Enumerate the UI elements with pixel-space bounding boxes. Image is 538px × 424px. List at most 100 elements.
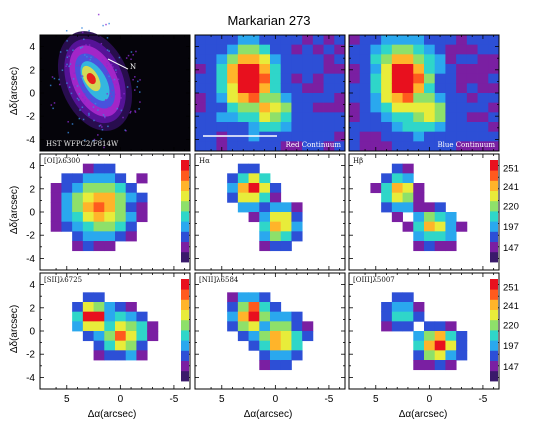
map-pixel — [435, 321, 446, 331]
hst-noise-pixel — [127, 86, 129, 88]
map-pixel — [324, 122, 335, 132]
hst-noise-pixel — [122, 117, 124, 119]
hst-noise-pixel — [114, 94, 116, 96]
map-pixel — [435, 202, 446, 212]
map-pixel — [270, 103, 281, 113]
y-tick-label: -2 — [26, 112, 35, 123]
hst-noise-pixel — [68, 55, 70, 57]
north-arrow-label: N — [130, 63, 136, 71]
map-pixel — [249, 54, 260, 64]
map-pixel — [94, 222, 105, 232]
map-pixel — [381, 132, 392, 142]
map-pixel — [281, 231, 292, 241]
hst-noise-pixel — [66, 50, 68, 52]
colorbar-tick-label: 251 — [503, 283, 519, 294]
map-pixel — [126, 312, 137, 322]
colorbar-tick-label: 197 — [503, 341, 519, 352]
map-pixel — [238, 93, 249, 103]
map-pixel — [488, 74, 499, 84]
map-pixel — [281, 360, 292, 370]
map-pixel — [381, 302, 392, 312]
map-pixel — [227, 93, 238, 103]
panel-2: Red Continuum — [195, 35, 345, 151]
map-pixel — [381, 312, 392, 322]
y-tick-label: 4 — [29, 42, 35, 53]
hst-noise-pixel — [72, 49, 74, 51]
map-pixel — [392, 83, 403, 93]
colorbar-swatch — [490, 299, 498, 310]
map-pixel — [478, 93, 489, 103]
map-pixel — [249, 103, 260, 113]
colorbar-swatch — [181, 310, 189, 321]
map-pixel — [467, 74, 478, 84]
map-pixel — [281, 241, 292, 251]
colorbar-swatch — [181, 191, 189, 202]
hst-noise-pixel — [118, 79, 120, 81]
map-pixel — [291, 64, 302, 74]
map-pixel — [478, 112, 489, 122]
panel-8: [NII]λ6584 — [195, 273, 345, 389]
map-pixel — [413, 341, 424, 351]
map-pixel — [259, 231, 270, 241]
map-pixel — [249, 321, 260, 331]
map-pixel — [94, 164, 105, 174]
map-pixel — [370, 132, 381, 142]
map-pixel — [216, 122, 227, 132]
map-pixel — [104, 193, 115, 203]
hst-noise-pixel — [107, 126, 109, 128]
hst-noise-pixel — [79, 109, 81, 111]
map-pixel — [334, 83, 345, 93]
map-pixel — [424, 350, 435, 360]
map-pixel — [403, 45, 414, 55]
y-axis-label-row1: Δδ(arcsec) — [9, 67, 20, 115]
map-pixel — [370, 74, 381, 84]
map-pixel — [302, 54, 313, 64]
hst-noise-pixel — [105, 24, 107, 26]
hst-noise-pixel — [138, 108, 140, 110]
hst-noise-pixel — [80, 47, 82, 49]
map-pixel — [281, 64, 292, 74]
map-pixel — [424, 93, 435, 103]
map-pixel — [270, 183, 281, 193]
map-pixel — [72, 193, 83, 203]
map-pixel — [136, 173, 147, 183]
map-pixel — [126, 231, 137, 241]
hst-noise-pixel — [108, 107, 110, 109]
hst-noise-pixel — [123, 93, 125, 95]
y-tick-label: 2 — [29, 303, 35, 314]
map-pixel — [72, 312, 83, 322]
map-pixel — [136, 321, 147, 331]
map-pixel — [104, 173, 115, 183]
map-pixel — [281, 312, 292, 322]
hst-noise-pixel — [54, 102, 56, 104]
map-pixel — [360, 122, 371, 132]
hst-noise-pixel — [84, 101, 86, 103]
map-pixel — [435, 350, 446, 360]
map-pixel — [281, 103, 292, 113]
map-pixel — [360, 54, 371, 64]
map-pixel — [302, 45, 313, 55]
map-pixel — [381, 64, 392, 74]
map-pixel — [445, 231, 456, 241]
map-pixel — [195, 93, 206, 103]
map-pixel — [403, 312, 414, 322]
map-pixel — [467, 122, 478, 132]
map-pixel — [478, 45, 489, 55]
map-pixel — [424, 222, 435, 232]
hst-noise-pixel — [130, 59, 132, 61]
map-pixel — [456, 54, 467, 64]
map-pixel — [360, 64, 371, 74]
map-pixel — [61, 212, 72, 222]
map-pixel — [249, 112, 260, 122]
map-pixel — [259, 321, 270, 331]
map-pixel — [94, 350, 105, 360]
map-pixel — [238, 193, 249, 203]
colorbar-swatch — [181, 279, 189, 290]
hst-noise-pixel — [131, 51, 133, 53]
map-pixel — [403, 74, 414, 84]
map-pixel — [249, 164, 260, 174]
map-pixel — [424, 241, 435, 251]
hst-noise-pixel — [120, 97, 122, 99]
hst-noise-pixel — [67, 121, 69, 123]
map-pixel — [270, 302, 281, 312]
